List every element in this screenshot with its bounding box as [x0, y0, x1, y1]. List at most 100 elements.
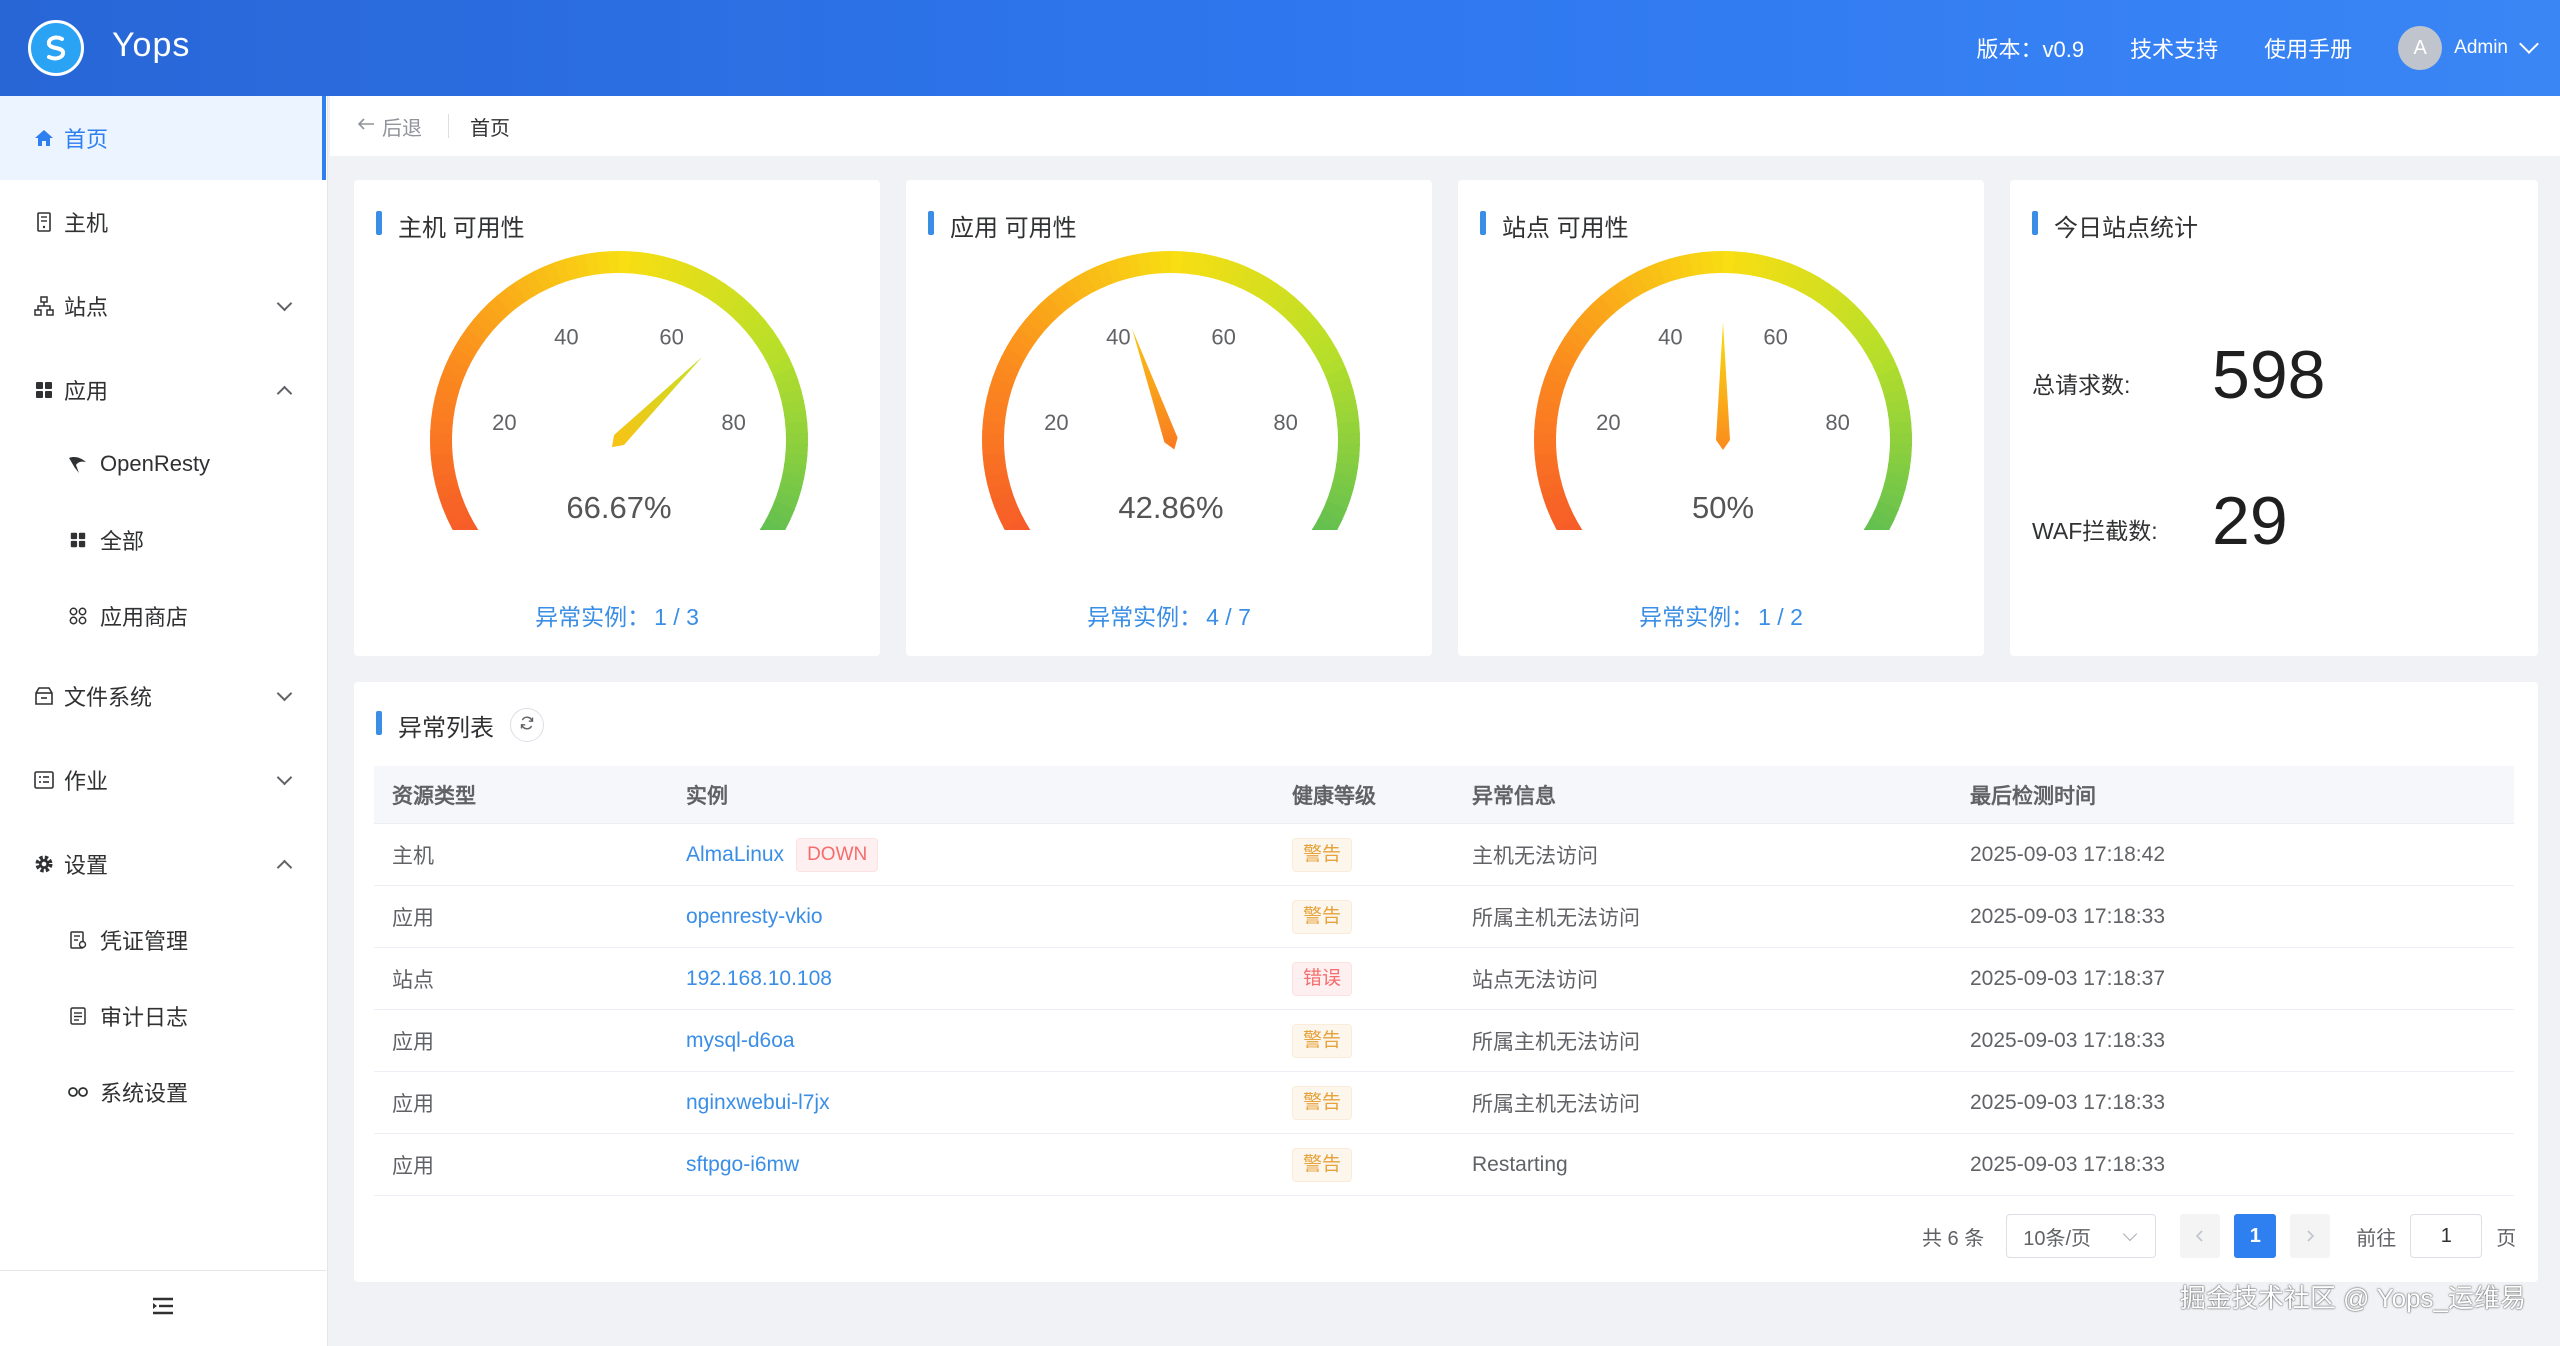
- table-row: 应用 openresty-vkio 警告 所属主机无法访问 2025-09-03 17:…: [374, 886, 2514, 948]
- sidebar-item-app-store[interactable]: 应用商店: [0, 578, 326, 654]
- gauge-tick: [773, 413, 783, 417]
- gauge-tick: [461, 487, 470, 492]
- gauge-tick-label: 40: [1658, 325, 1682, 350]
- app-anomaly-link[interactable]: 异常实例： 4 / 7: [906, 598, 1432, 632]
- resource-type-cell: 主机: [392, 844, 434, 868]
- back-button[interactable]: 后退: [356, 112, 422, 141]
- anomaly-info-cell: 主机无法访问: [1472, 844, 1598, 868]
- instance-link[interactable]: sftpgo-i6mw: [686, 1152, 800, 1176]
- table-row: 应用 mysql-d6oa 警告 所属主机无法访问 2025-09-03 17:18:3…: [374, 1010, 2514, 1072]
- prev-page-button[interactable]: [2180, 1214, 2221, 1258]
- anomaly-info-cell: Restarting: [1472, 1152, 1568, 1176]
- anomaly-count: 1 / 2: [1758, 604, 1803, 630]
- gauge-pointer: [1132, 328, 1178, 450]
- last-check-time-cell: 2025-09-03 17:18:42: [1970, 842, 2165, 866]
- gauge-tick: [1007, 413, 1017, 417]
- next-page-button[interactable]: [2290, 1214, 2331, 1258]
- back-label: 后退: [382, 117, 422, 140]
- instance-cell: nginxwebui-l7jx: [686, 1072, 830, 1133]
- version-label: 版本：v0.9: [1976, 37, 2085, 62]
- health-level-tag: 错误: [1292, 961, 1353, 996]
- anomaly-info-cell: 所属主机无法访问: [1472, 1092, 1640, 1116]
- page-number-button[interactable]: 1: [2234, 1214, 2277, 1258]
- sidebar-item-label: 审计日志: [100, 1005, 189, 1030]
- instance-link[interactable]: AlmaLinux: [686, 842, 785, 866]
- instance-link[interactable]: openresty-vkio: [686, 904, 823, 928]
- health-level-cell: 错误: [1292, 948, 1353, 1009]
- credential-icon: [66, 928, 90, 952]
- page-size-value: 10条/页: [2023, 1227, 2092, 1250]
- page-size-select[interactable]: 10条/页: [2006, 1214, 2157, 1258]
- table-row: 站点 192.168.10.108 错误 站点无法访问 2025-09-03 17:18…: [374, 948, 2514, 1010]
- resource-type-cell: 应用: [392, 1154, 434, 1178]
- last-check-time-cell: 2025-09-03 17:18:37: [1970, 966, 2165, 990]
- sidebar-item-home[interactable]: 首页: [0, 96, 326, 180]
- sidebar-item-jobs[interactable]: 作业: [0, 738, 326, 822]
- yops-logo-icon[interactable]: [28, 20, 84, 76]
- brand-name[interactable]: Yops: [112, 26, 191, 64]
- anomaly-label: 异常实例：: [1087, 604, 1203, 630]
- sidebar-item-all-apps[interactable]: 全部: [0, 502, 326, 578]
- health-level-tag: 警告: [1292, 899, 1353, 934]
- goto-page-input[interactable]: 1: [2410, 1214, 2483, 1258]
- instance-cell: 192.168.10.108: [686, 948, 832, 1009]
- user-menu[interactable]: A Admin: [2398, 26, 2539, 70]
- sidebar-item-label: 文件系统: [64, 685, 153, 710]
- card-title: 主机 可用性: [376, 208, 525, 243]
- sidebar-item-apps[interactable]: 应用: [0, 348, 326, 432]
- gauge-tick: [1241, 292, 1247, 301]
- sidebar-item-audit-log[interactable]: 审计日志: [0, 978, 326, 1054]
- chevron-down-icon: [2519, 34, 2539, 54]
- manual-link[interactable]: 使用手册: [2264, 37, 2353, 62]
- anomaly-info-cell: 站点无法访问: [1472, 968, 1598, 992]
- grid-icon: [32, 378, 56, 402]
- sidebar-item-system-settings[interactable]: 系统设置: [0, 1054, 326, 1130]
- system-settings-icon: [66, 1080, 90, 1104]
- health-level-cell: 警告: [1292, 886, 1353, 947]
- sidebar-collapse-button[interactable]: [0, 1270, 326, 1346]
- sidebar-item-filesystem[interactable]: 文件系统: [0, 654, 326, 738]
- app-availability-card: 应用 可用性 02040608010042.86% 异常实例：4 / 7: [906, 180, 1432, 656]
- chevron-down-icon: [276, 295, 293, 311]
- support-link[interactable]: 技术支持: [2130, 37, 2219, 62]
- sidebar-item-label: 作业: [64, 769, 109, 794]
- host-anomaly-link[interactable]: 异常实例： 1 / 3: [354, 598, 880, 632]
- gauge-tick-label: 20: [1044, 410, 1068, 435]
- instance-link[interactable]: mysql-d6oa: [686, 1028, 795, 1052]
- gauge-tick: [689, 292, 695, 301]
- instance-link[interactable]: 192.168.10.108: [686, 966, 832, 990]
- refresh-button[interactable]: [510, 708, 544, 742]
- chevron-right-icon: [2307, 1230, 2315, 1242]
- gauge-tick-label: 80: [1273, 410, 1297, 435]
- sidebar-item-openresty[interactable]: OpenResty: [0, 426, 326, 502]
- refresh-icon: [519, 715, 535, 736]
- instance-link[interactable]: nginxwebui-l7jx: [686, 1090, 830, 1114]
- site-availability-card: 站点 可用性 02040608010050% 异常实例：1 / 2: [1458, 180, 1984, 656]
- column-header: 健康等级: [1292, 784, 1376, 808]
- sidebar-item-label: 设置: [64, 853, 109, 878]
- gauge-tick: [1588, 342, 1597, 349]
- chevron-down-icon: [276, 769, 293, 785]
- gauge-tick-label: 20: [1596, 410, 1620, 435]
- sidebar-item-site[interactable]: 站点: [0, 264, 326, 348]
- sidebar-item-label: 凭证管理: [100, 929, 189, 954]
- sidebar-item-credentials[interactable]: 凭证管理: [0, 902, 326, 978]
- gauge-pointer: [1716, 322, 1730, 450]
- openresty-icon: [66, 452, 90, 476]
- goto-label: 前往: [2356, 1227, 2397, 1250]
- anomaly-label: 异常实例：: [1639, 604, 1755, 630]
- anomaly-count: 1 / 3: [654, 604, 699, 630]
- instance-cell: sftpgo-i6mw: [686, 1134, 799, 1195]
- site-stats-card: 今日站点统计 总请求数: 598 WAF拦截数: 29: [2010, 180, 2538, 656]
- last-check-time-cell: 2025-09-03 17:18:33: [1970, 1090, 2165, 1114]
- column-header: 资源类型: [392, 784, 476, 808]
- sidebar-item-host[interactable]: 主机: [0, 180, 326, 264]
- sidebar-item-settings[interactable]: 设置: [0, 822, 326, 906]
- health-level-tag: 警告: [1292, 1147, 1353, 1182]
- gauge-tick-label: 80: [1825, 410, 1849, 435]
- health-level-tag: 警告: [1292, 1085, 1353, 1120]
- card-title: 站点 可用性: [1480, 208, 1629, 243]
- gauge-tick: [1325, 413, 1335, 417]
- chevron-up-icon: [276, 859, 293, 875]
- site-anomaly-link[interactable]: 异常实例： 1 / 2: [1458, 598, 1984, 632]
